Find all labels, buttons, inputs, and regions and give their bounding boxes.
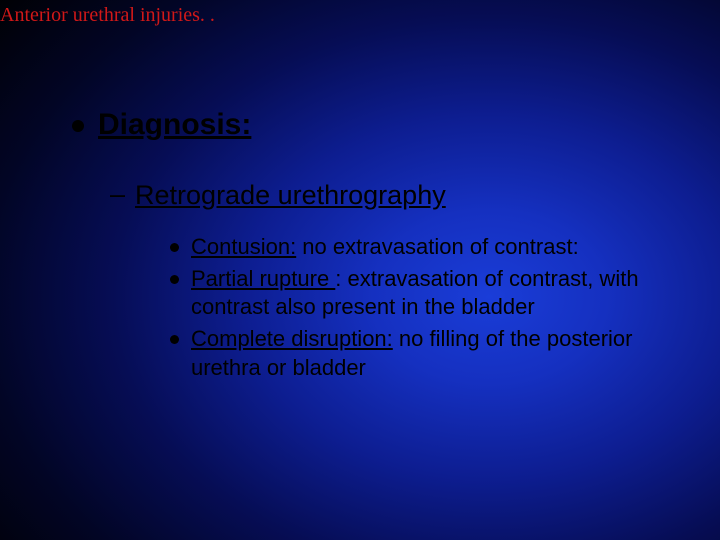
level3-text: Complete disruption: no filling of the p… [191,325,690,381]
level1-item: Diagnosis: [72,108,690,142]
bullet-disc-icon [170,335,179,344]
level2-item: – Retrograde urethrography [110,180,690,211]
bullet-disc-icon [170,243,179,252]
content-area: Diagnosis: – Retrograde urethrography Co… [72,108,690,386]
slide-title: Anterior urethral injuries. . [0,4,215,27]
level3-group: Contusion: no extravasation of contrast:… [170,233,690,382]
level2-text: Retrograde urethrography [135,180,446,211]
level1-text: Diagnosis: [98,108,251,142]
rest-text: no extravasation of contrast: [296,234,579,259]
bullet-disc-icon [72,120,84,132]
level3-text: Partial rupture : extravasation of contr… [191,265,690,321]
level3-text: Contusion: no extravasation of contrast: [191,233,579,261]
level3-item: Complete disruption: no filling of the p… [170,325,690,381]
dash-icon: – [110,180,125,210]
underlined-term: Contusion: [191,234,296,259]
level3-item: Partial rupture : extravasation of contr… [170,265,690,321]
underlined-term: Partial rupture [191,266,335,291]
underlined-term: Complete disruption: [191,326,393,351]
bullet-disc-icon [170,275,179,284]
level3-item: Contusion: no extravasation of contrast: [170,233,690,261]
